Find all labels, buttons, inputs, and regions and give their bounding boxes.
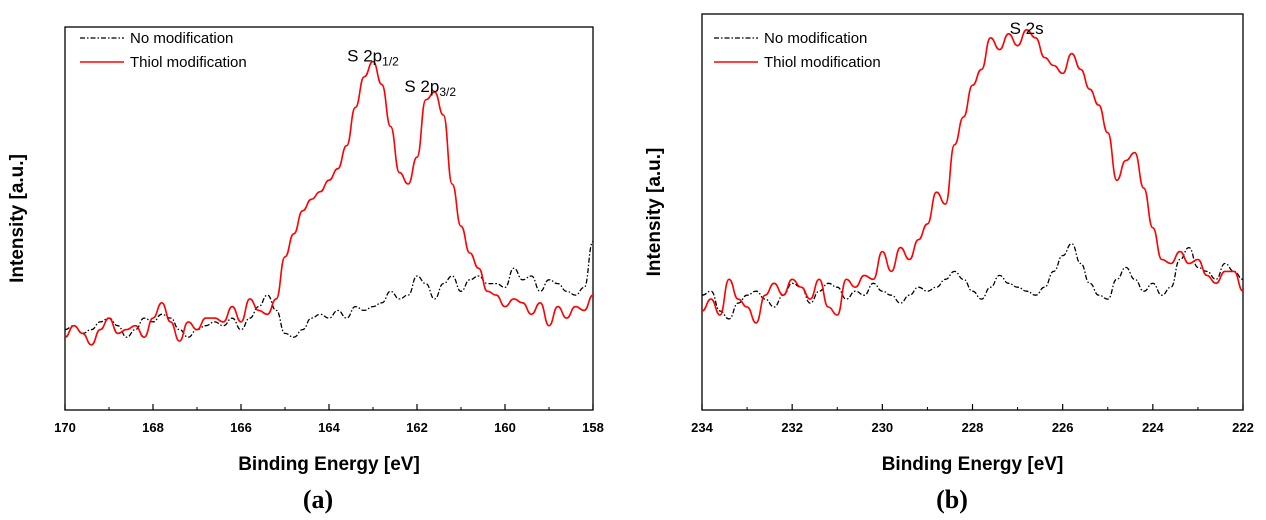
legend-label: No modification <box>130 30 233 47</box>
chart-panel-b: 234 232 230 228 226 224 222 Binding Energy [eV]… <box>644 13 1254 514</box>
x-tick-label: 222 <box>1232 420 1254 435</box>
x-tick-label: 224 <box>1142 420 1164 435</box>
chart-panel-a: 170 168 166 164 162 160 158 Binding Energy [eV]… <box>7 26 604 514</box>
series-line-thiol-modification <box>64 60 594 346</box>
x-tick-label: 230 <box>871 420 893 435</box>
x-axis-title: Binding Energy [eV] <box>882 454 1064 475</box>
legend-label: Thiol modification <box>130 54 247 71</box>
y-axis-title: Intensity [a.u.] <box>644 148 665 277</box>
peak-annotation: S 2p3/2 <box>404 77 456 99</box>
x-tick-label: 166 <box>230 420 252 435</box>
x-tick-label: 164 <box>318 420 340 435</box>
x-tick-label: 226 <box>1052 420 1074 435</box>
x-tick-label: 228 <box>962 420 984 435</box>
peak-annotation: S 2p1/2 <box>347 46 399 68</box>
x-axis-title: Binding Energy [eV] <box>238 454 420 475</box>
peak-annotation: S 2s <box>1010 19 1044 38</box>
x-tick-label: 232 <box>781 420 803 435</box>
series-line-no-modification <box>701 243 1244 320</box>
legend: No modification Thiol modification <box>714 30 881 71</box>
y-axis-title: Intensity [a.u.] <box>7 154 28 283</box>
legend-label: No modification <box>764 30 867 47</box>
panel-label: (b) <box>936 485 968 514</box>
series-line-no-modification <box>64 240 594 338</box>
x-tick-label: 160 <box>494 420 516 435</box>
x-tick-label: 168 <box>142 420 164 435</box>
panel-label: (a) <box>303 485 333 514</box>
legend: No modification Thiol modification <box>80 30 247 71</box>
series-line-thiol-modification <box>701 28 1244 324</box>
x-tick-label: 162 <box>406 420 428 435</box>
x-tick-label: 234 <box>691 420 713 435</box>
x-tick-label: 170 <box>54 420 76 435</box>
legend-label: Thiol modification <box>764 54 881 71</box>
plot-frame <box>701 13 1244 411</box>
x-tick-label: 158 <box>582 420 604 435</box>
plot-frame <box>64 26 594 411</box>
